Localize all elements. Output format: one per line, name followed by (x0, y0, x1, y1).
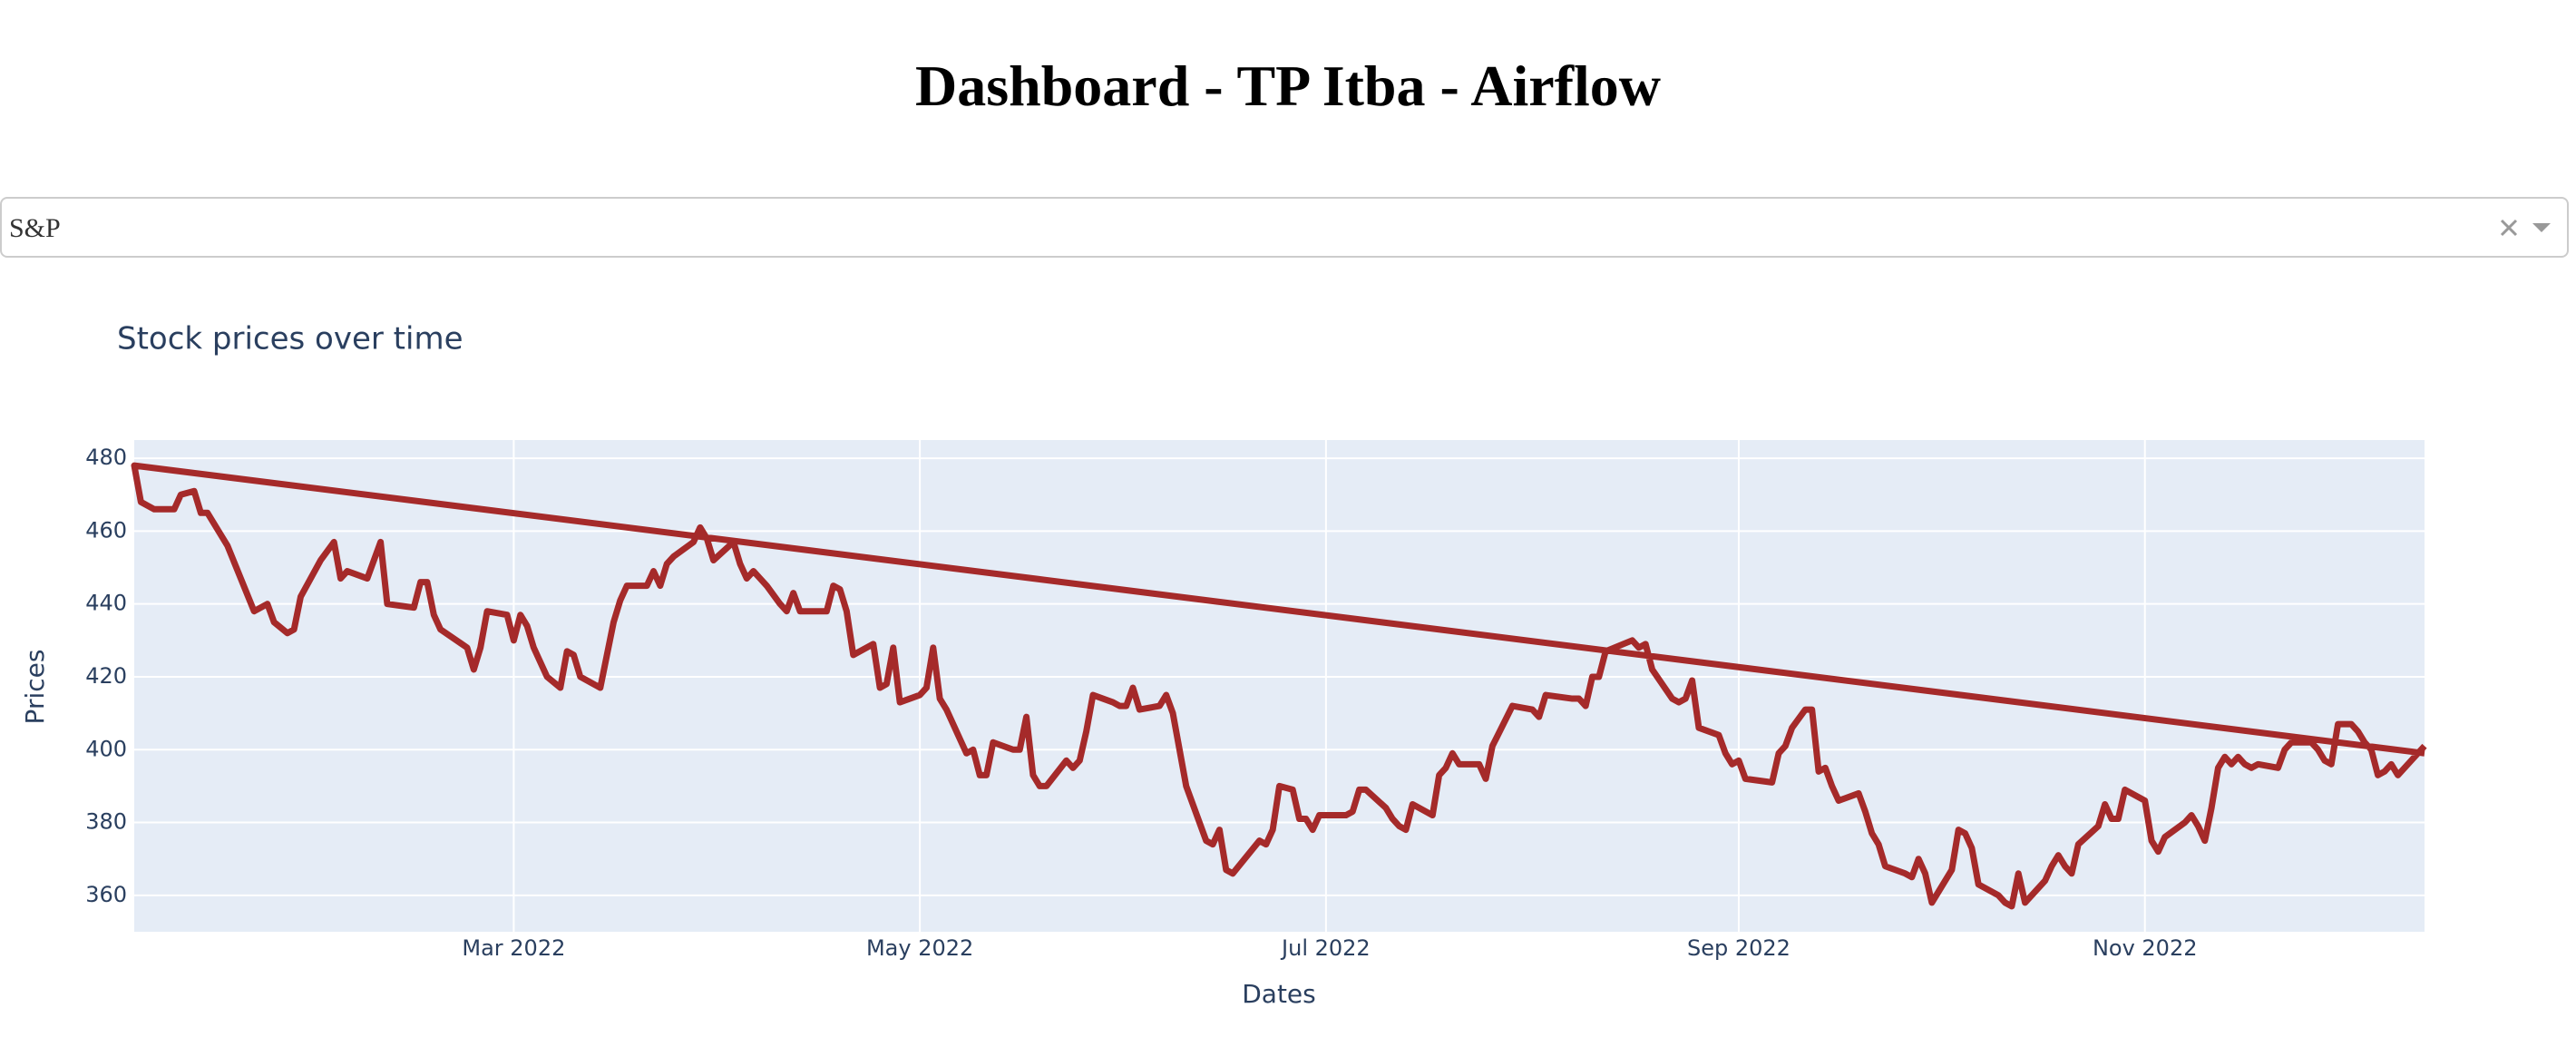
y-axis-title: Prices (20, 650, 50, 725)
chart-title: Stock prices over time (117, 321, 463, 357)
x-axis-title: Dates (1242, 979, 1316, 1009)
clear-icon[interactable] (2500, 219, 2518, 237)
x-tick-label: Mar 2022 (462, 935, 565, 961)
x-tick-label: Sep 2022 (1687, 935, 1791, 961)
y-tick-label: 480 (85, 445, 127, 470)
chart: Stock prices over time Dates Prices 360 3… (20, 321, 2427, 1009)
dropdown-controls (2500, 219, 2551, 237)
y-tick-label: 460 (85, 517, 127, 543)
dropdown-arrow[interactable] (2532, 223, 2551, 232)
x-tick-label: Jul 2022 (1280, 935, 1371, 961)
page-title: Dashboard - TP Itba - Airflow (914, 54, 1662, 118)
y-tick-label: 380 (85, 809, 127, 835)
price-line (131, 462, 2427, 910)
x-tick-label: May 2022 (866, 935, 973, 961)
x-tick-label: Nov 2022 (2093, 935, 2198, 961)
y-tick-label: 440 (85, 591, 127, 616)
y-tick-label: 420 (85, 663, 127, 689)
stock-dropdown[interactable]: S&P (0, 197, 2569, 258)
y-tick-label: 400 (85, 736, 127, 761)
y-tick-label: 360 (85, 882, 127, 907)
dropdown-value: S&P (9, 213, 61, 243)
plot-background (134, 440, 2425, 932)
